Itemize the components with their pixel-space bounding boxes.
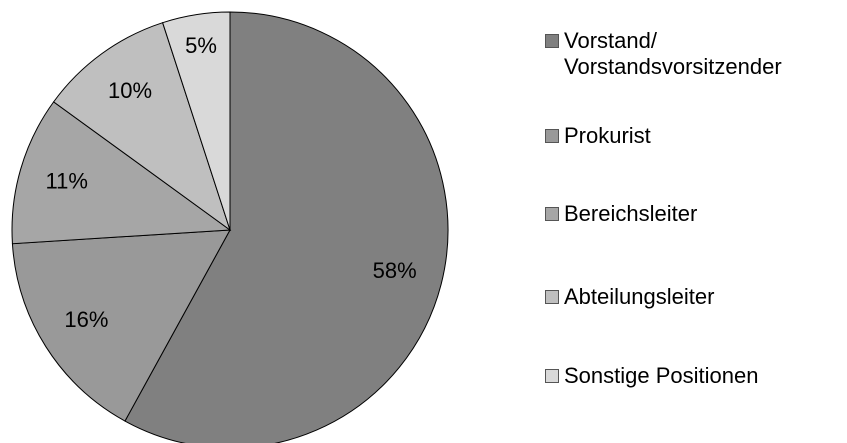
legend-swatch	[545, 369, 559, 383]
legend-item: Bereichsleiter	[545, 201, 845, 227]
legend-item: Sonstige Positionen	[545, 363, 845, 389]
data-label: 11%	[46, 168, 88, 193]
legend-swatch	[545, 34, 559, 48]
legend-swatch	[545, 129, 559, 143]
pie-slice	[124, 11, 449, 443]
legend-swatch	[545, 290, 559, 304]
legend-item: Prokurist	[545, 123, 845, 149]
data-label: 10%	[108, 78, 152, 103]
legend-label: Bereichsleiter	[564, 201, 698, 226]
data-label: 5%	[185, 33, 217, 58]
legend-label: Sonstige Positionen	[564, 363, 759, 388]
pie-slice	[162, 11, 231, 231]
pie-slice	[52, 22, 231, 232]
pie-slice	[11, 101, 232, 245]
legend-item: Abteilungsleiter	[545, 284, 845, 310]
data-label: 16%	[64, 307, 108, 332]
legend-item: Vorstand/ Vorstandsvorsitzender	[545, 28, 845, 80]
legend-label: Prokurist	[564, 123, 651, 148]
legend-swatch	[545, 207, 559, 221]
legend-label: Vorstand/ Vorstandsvorsitzender	[564, 28, 782, 79]
data-label: 58%	[373, 258, 417, 283]
pie-slice	[11, 229, 231, 422]
legend-label: Abteilungsleiter	[564, 284, 715, 309]
